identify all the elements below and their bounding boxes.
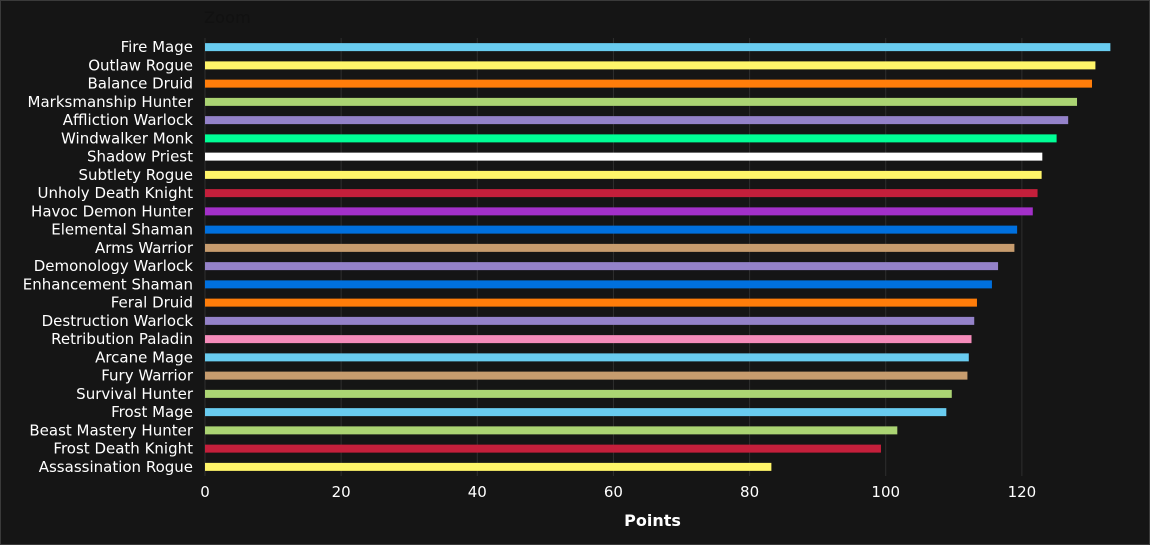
category-label: Unholy Death Knight bbox=[37, 184, 193, 202]
category-label: Shadow Priest bbox=[87, 148, 193, 166]
bar[interactable] bbox=[205, 316, 975, 325]
category-label: Fire Mage bbox=[121, 38, 193, 56]
category-label: Elemental Shaman bbox=[51, 221, 193, 239]
bar[interactable] bbox=[205, 335, 972, 344]
bar[interactable] bbox=[205, 170, 1042, 179]
category-label: Outlaw Rogue bbox=[88, 56, 193, 74]
bar[interactable] bbox=[205, 353, 969, 362]
x-tick-label: 100 bbox=[871, 483, 900, 501]
bar[interactable] bbox=[205, 61, 1096, 70]
bar[interactable] bbox=[205, 79, 1093, 88]
bar[interactable] bbox=[205, 426, 898, 435]
bar[interactable] bbox=[205, 225, 1018, 234]
category-label: Havoc Demon Hunter bbox=[31, 202, 194, 220]
bar[interactable] bbox=[205, 152, 1043, 161]
category-label: Balance Druid bbox=[87, 75, 193, 93]
category-label: Subtlety Rogue bbox=[78, 166, 193, 184]
category-label: Enhancement Shaman bbox=[23, 275, 193, 293]
category-label: Frost Mage bbox=[111, 403, 193, 421]
category-label: Affliction Warlock bbox=[63, 111, 194, 129]
category-label: Demonology Warlock bbox=[34, 257, 194, 275]
x-tick-label: 80 bbox=[740, 483, 759, 501]
x-tick-label: 60 bbox=[604, 483, 623, 501]
x-tick-label: 120 bbox=[1008, 483, 1037, 501]
bar[interactable] bbox=[205, 462, 772, 471]
category-label: Feral Druid bbox=[111, 294, 193, 312]
category-label: Windwalker Monk bbox=[61, 129, 193, 147]
bars bbox=[205, 43, 1111, 471]
grid-lines bbox=[204, 38, 1023, 476]
bar[interactable] bbox=[205, 116, 1069, 125]
bar[interactable] bbox=[205, 280, 992, 289]
x-axis-title: Points bbox=[624, 511, 681, 530]
bar[interactable] bbox=[205, 408, 947, 417]
bar[interactable] bbox=[205, 134, 1057, 143]
x-tick-label: 0 bbox=[200, 483, 210, 501]
bar[interactable] bbox=[205, 444, 881, 453]
bar[interactable] bbox=[205, 389, 952, 398]
bar[interactable] bbox=[205, 97, 1078, 106]
bar[interactable] bbox=[205, 298, 977, 307]
category-label: Beast Mastery Hunter bbox=[29, 421, 193, 439]
category-label: Survival Hunter bbox=[76, 385, 194, 403]
category-label: Assassination Rogue bbox=[39, 458, 193, 476]
category-label: Arms Warrior bbox=[95, 239, 194, 257]
bar[interactable] bbox=[205, 262, 999, 271]
bar[interactable] bbox=[205, 207, 1033, 216]
category-label: Destruction Warlock bbox=[42, 312, 194, 330]
bar[interactable] bbox=[205, 43, 1111, 52]
bar[interactable] bbox=[205, 189, 1038, 198]
x-tick-labels: 0 20 40 60 80 100 120 bbox=[200, 483, 1036, 501]
bar[interactable] bbox=[205, 243, 1015, 252]
zoom-label[interactable]: Zoom bbox=[204, 8, 251, 27]
category-label: Arcane Mage bbox=[95, 348, 193, 366]
category-label: Retribution Paladin bbox=[51, 330, 193, 348]
category-label: Marksmanship Hunter bbox=[28, 93, 194, 111]
category-label: Frost Death Knight bbox=[53, 440, 193, 458]
bar[interactable] bbox=[205, 371, 968, 380]
x-tick-label: 20 bbox=[332, 483, 351, 501]
category-label: Fury Warrior bbox=[101, 367, 194, 385]
x-tick-label: 40 bbox=[468, 483, 487, 501]
